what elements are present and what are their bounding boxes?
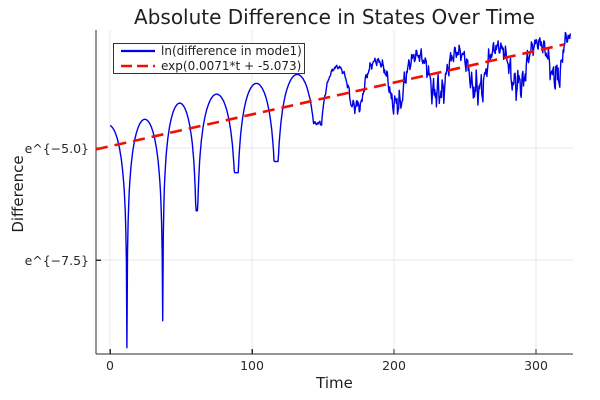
gridlines: [96, 30, 573, 354]
series-line-exp-fit: [95, 43, 565, 151]
legend-label-difference: ln(difference in mode1): [161, 44, 302, 58]
legend-entry-exp-fit: exp(0.0071*t + -5.073): [120, 59, 302, 73]
series-line-difference: [109, 31, 571, 349]
x-axis-label: Time: [316, 374, 353, 392]
x-tick-label-0: 0: [106, 358, 114, 373]
chart-title: Absolute Difference in States Over Time: [134, 5, 535, 29]
legend-entry-difference: ln(difference in mode1): [120, 44, 302, 58]
axes: [95, 30, 573, 355]
legend: ln(difference in mode1) exp(0.0071*t + -…: [113, 43, 305, 74]
y-tick-label-e-5: e^{−5.0}: [24, 141, 89, 156]
y-axis-label: Difference: [9, 155, 27, 233]
x-tick-label-200: 200: [382, 358, 406, 373]
legend-line-sample-red: [121, 64, 155, 68]
legend-label-exp-fit: exp(0.0071*t + -5.073): [161, 59, 302, 73]
x-tick-label-300: 300: [524, 358, 548, 373]
x-tick-label-100: 100: [240, 358, 264, 373]
legend-line-sample-blue: [121, 49, 155, 53]
y-tick-label-e-7-5: e^{−7.5}: [24, 253, 89, 268]
